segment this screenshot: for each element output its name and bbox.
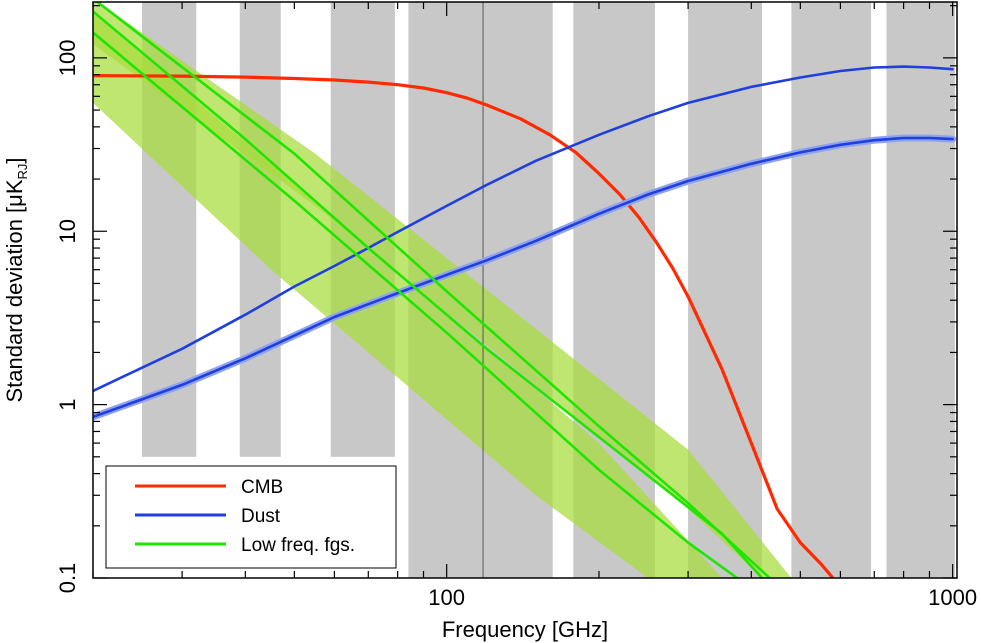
foreground-uncertainty-bands (93, 2, 792, 578)
legend-label-lowfreq: Low freq. fgs. (241, 535, 355, 556)
series-line-dust-2 (93, 136, 954, 419)
y-tick-label: 1 (55, 398, 80, 410)
shaded-band-low-freq-upper (93, 2, 792, 578)
plot-frame (92, 1, 958, 579)
y-tick-label: 0.1 (55, 563, 80, 594)
legend-box (105, 465, 397, 569)
series-line-lowfreq-1 (95, 2, 771, 578)
x-tick-label: 1000 (928, 585, 977, 610)
y-axis-title-close: ] (2, 157, 27, 163)
shaded-band-low-freq-lower (93, 13, 722, 578)
x-axis-title: Frequency [GHz] (442, 617, 608, 642)
series-line-lowfreq-3 (93, 10, 764, 578)
legend: CMB Dust Low freq. fgs. (105, 465, 397, 569)
legend-label-dust: Dust (241, 506, 281, 527)
frequency-band-7 (791, 2, 872, 578)
frequency-band-8 (886, 2, 955, 578)
y-tick-label: 10 (55, 219, 80, 243)
x-tick-label: 100 (428, 585, 465, 610)
y-axis-title-main: Standard deviation [μK (2, 179, 27, 402)
tick-labels: 100 1000 0.1 1 10 100 (55, 40, 977, 610)
series-line-lowfreq-2 (93, 31, 739, 578)
y-axis-title-sub: RJ (15, 164, 30, 180)
axis-ticks (92, 2, 957, 579)
series-line-cmb (93, 74, 835, 578)
series-lines (93, 2, 957, 578)
y-tick-label: 100 (55, 40, 80, 77)
series-line-dust (93, 65, 954, 393)
legend-label-cmb: CMB (241, 477, 283, 498)
y-axis-title: Standard deviation [μKRJ] (2, 157, 30, 402)
